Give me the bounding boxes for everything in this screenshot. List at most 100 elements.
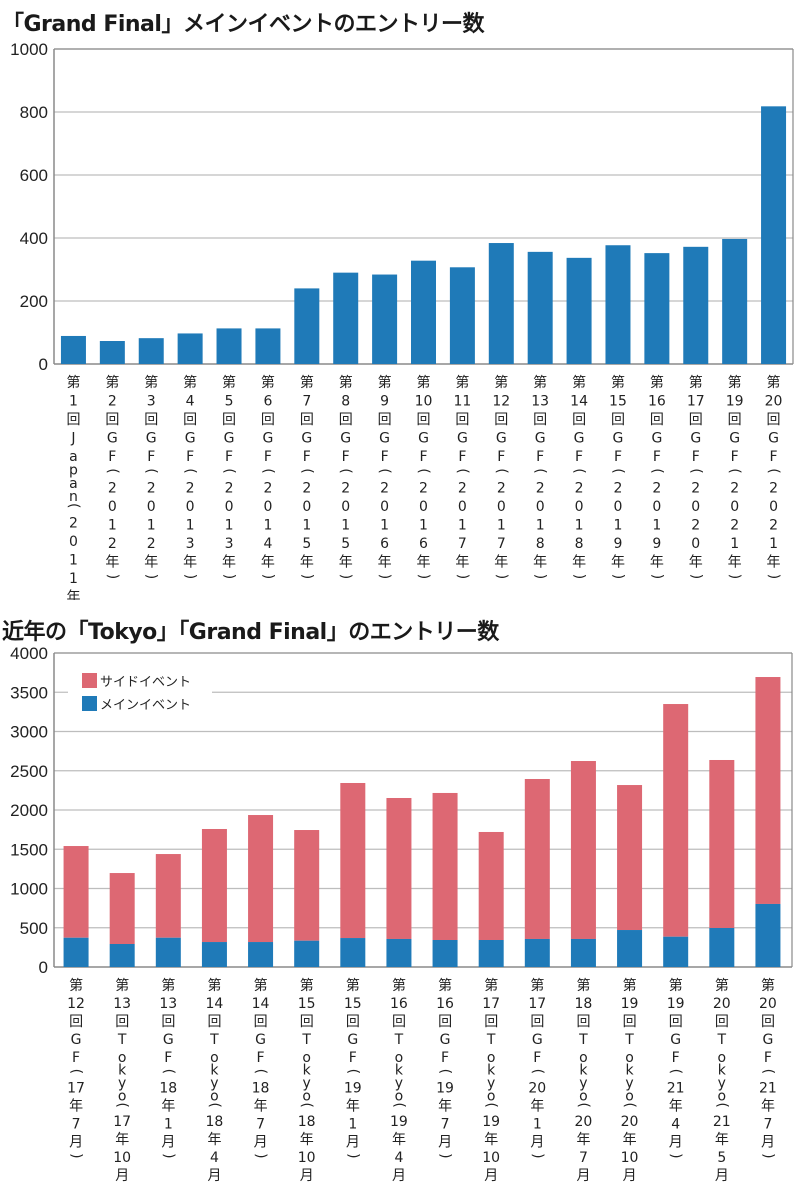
svg-text:2: 2 — [614, 481, 623, 497]
svg-text:3: 3 — [186, 536, 195, 552]
x-tick-label: 第 16 回GF (19 年 7 月) — [436, 977, 454, 1159]
svg-text:4: 4 — [210, 1150, 219, 1166]
svg-text:): ) — [649, 574, 665, 579]
svg-text:y: y — [718, 1076, 726, 1092]
bar-side-event — [155, 854, 181, 938]
bar — [761, 106, 787, 364]
svg-text:(: ( — [104, 468, 120, 473]
svg-text:7: 7 — [256, 1116, 265, 1132]
svg-text:1: 1 — [348, 1116, 357, 1132]
svg-text:(: ( — [299, 1102, 315, 1107]
bar-side-event — [755, 677, 781, 904]
svg-text:): ) — [221, 574, 237, 579]
svg-text:o: o — [579, 1089, 588, 1105]
svg-text:13: 13 — [113, 996, 131, 1012]
svg-text:第: 第 — [300, 374, 314, 391]
svg-text:G: G — [532, 1032, 543, 1048]
svg-text:(: ( — [571, 468, 587, 473]
x-tick-label: 第 17 回GF (20 年 1 月) — [528, 977, 546, 1159]
svg-text:第: 第 — [144, 374, 158, 391]
svg-text:G: G — [670, 1032, 681, 1048]
svg-text:第: 第 — [494, 374, 508, 391]
svg-text:0: 0 — [536, 499, 545, 515]
bar-side-event — [709, 759, 735, 928]
svg-text:0: 0 — [691, 499, 700, 515]
svg-text:第: 第 — [689, 374, 703, 391]
svg-text:年: 年 — [69, 1098, 83, 1114]
svg-text:月: 月 — [115, 1168, 129, 1183]
x-tick-label: 第 10 回GF (2 0 1 6 年) — [415, 374, 433, 579]
svg-text:4: 4 — [263, 536, 272, 552]
svg-text:T: T — [117, 1032, 127, 1048]
y-tick-label: 500 — [20, 919, 48, 938]
svg-text:17: 17 — [113, 1114, 131, 1130]
svg-text:(: ( — [760, 1069, 776, 1074]
y-tick-label: 3500 — [10, 683, 48, 702]
svg-text:回: 回 — [689, 412, 703, 428]
svg-text:第: 第 — [530, 977, 544, 994]
svg-text:第: 第 — [339, 374, 353, 391]
svg-text:2: 2 — [108, 394, 117, 410]
svg-text:G: G — [651, 431, 662, 447]
svg-text:年: 年 — [650, 555, 664, 571]
y-tick-label: 4000 — [10, 644, 48, 663]
bar — [294, 288, 320, 364]
svg-text:G: G — [185, 431, 196, 447]
svg-text:G: G — [729, 431, 740, 447]
svg-text:回: 回 — [105, 412, 119, 428]
bar-main-event — [570, 938, 596, 967]
bar — [372, 274, 398, 364]
svg-text:): ) — [253, 1153, 269, 1158]
svg-text:): ) — [454, 574, 470, 579]
x-tick-label: 第 20 回GF (21 年 7 月) — [759, 977, 777, 1159]
svg-text:F: F — [770, 449, 778, 465]
bar — [177, 333, 203, 364]
x-tick-label: 第 5 回GF (2 0 1 3 年) — [221, 374, 237, 579]
bar-main-event — [386, 938, 412, 967]
svg-text:T: T — [624, 1032, 634, 1048]
svg-text:年: 年 — [161, 1098, 175, 1114]
svg-text:2: 2 — [263, 481, 272, 497]
svg-text:13: 13 — [159, 996, 177, 1012]
svg-text:1: 1 — [147, 518, 156, 534]
svg-text:y: y — [210, 1076, 218, 1092]
bar-side-event — [201, 828, 227, 943]
svg-text:回: 回 — [183, 412, 197, 428]
svg-text:1: 1 — [575, 518, 584, 534]
svg-text:G: G — [763, 1032, 774, 1048]
svg-text:T: T — [486, 1032, 496, 1048]
svg-text:月: 月 — [254, 1134, 268, 1150]
svg-text:回: 回 — [378, 412, 392, 428]
svg-text:0: 0 — [186, 499, 195, 515]
svg-text:回: 回 — [300, 1014, 314, 1030]
bar-main-event — [248, 942, 274, 967]
svg-text:G: G — [224, 431, 235, 447]
svg-text:17: 17 — [67, 1080, 85, 1096]
bar-side-event — [248, 815, 274, 943]
svg-text:y: y — [625, 1076, 633, 1092]
svg-text:k: k — [626, 1063, 635, 1079]
svg-text:第: 第 — [767, 374, 781, 391]
svg-text:2: 2 — [69, 515, 78, 531]
svg-text:回: 回 — [261, 412, 275, 428]
x-tick-label: 第 14 回GF (18 年 7 月) — [252, 977, 270, 1159]
svg-text:2: 2 — [769, 518, 778, 534]
svg-text:1: 1 — [69, 552, 78, 568]
svg-text:第: 第 — [715, 977, 729, 994]
svg-text:F: F — [264, 449, 272, 465]
svg-text:2: 2 — [380, 481, 389, 497]
bar-side-event — [109, 873, 135, 944]
svg-text:回: 回 — [650, 412, 664, 428]
svg-text:月: 月 — [623, 1168, 637, 1183]
svg-text:年: 年 — [530, 1098, 544, 1114]
svg-text:F: F — [672, 1050, 680, 1066]
svg-text:年: 年 — [761, 1098, 775, 1114]
svg-text:): ) — [68, 1153, 84, 1158]
svg-text:o: o — [302, 1089, 311, 1105]
svg-text:2: 2 — [186, 481, 195, 497]
svg-text:F: F — [692, 449, 700, 465]
svg-text:7: 7 — [763, 1116, 772, 1132]
svg-text:回: 回 — [254, 1014, 268, 1030]
